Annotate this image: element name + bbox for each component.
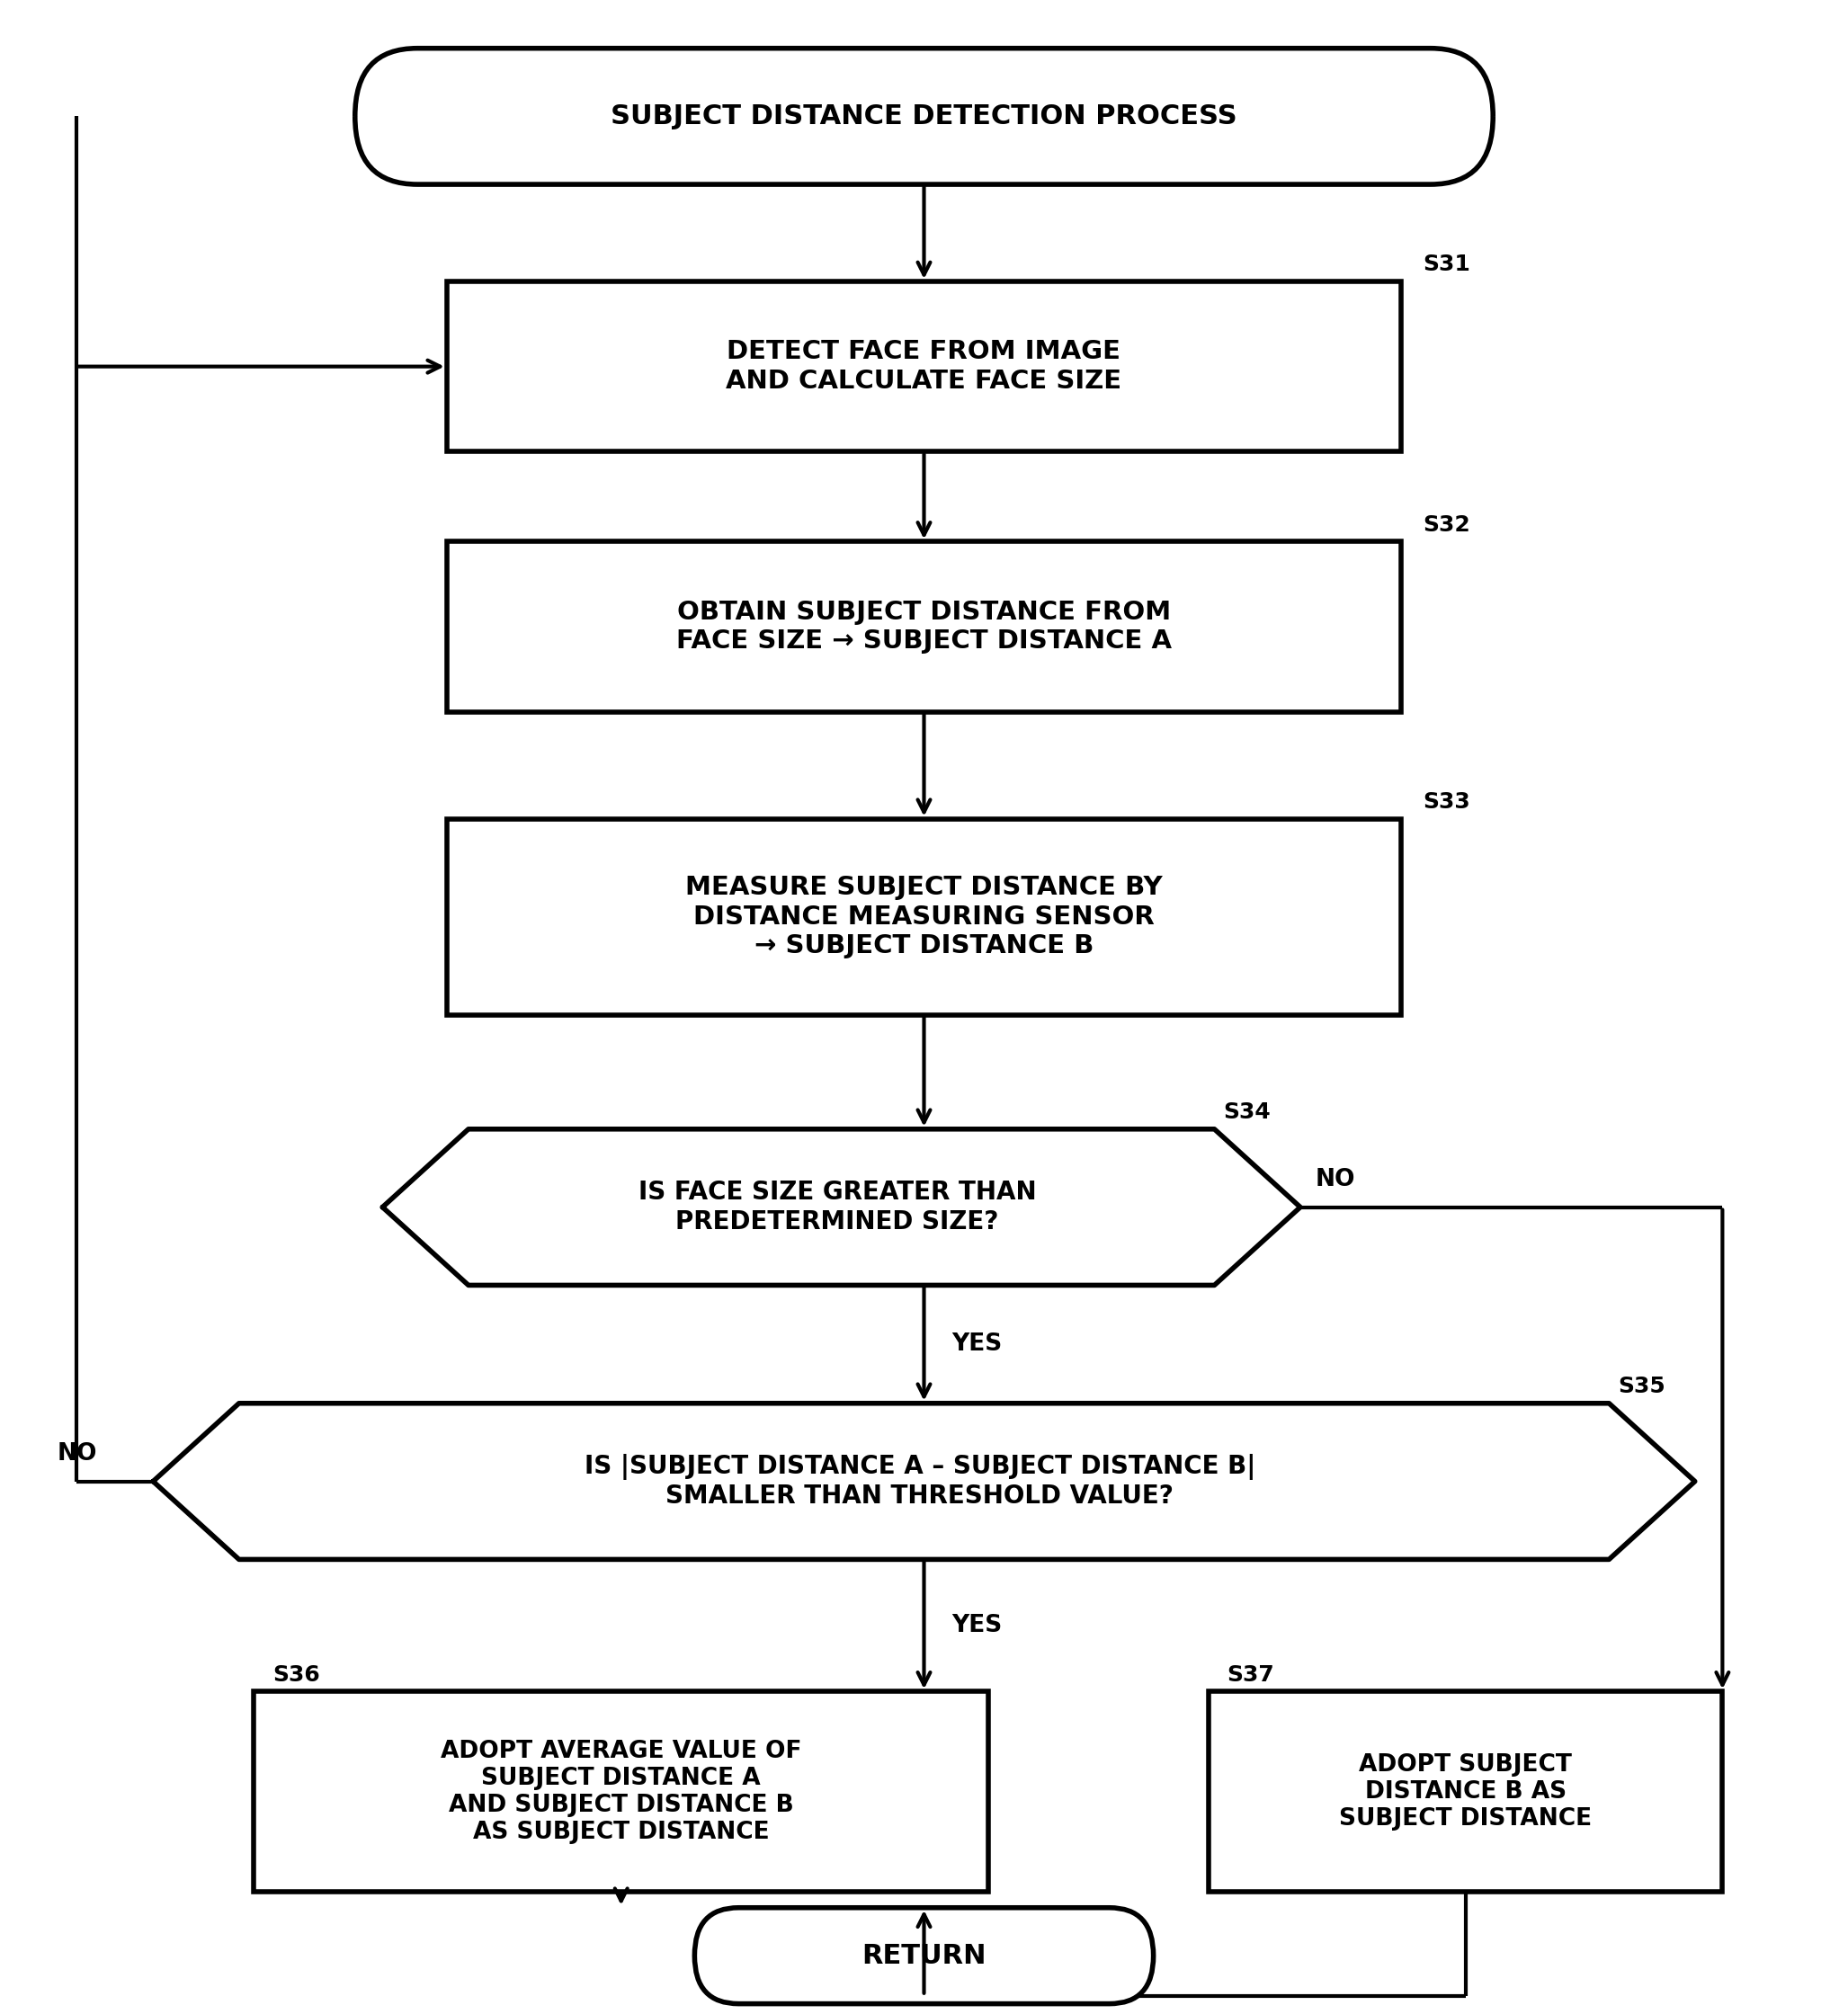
Bar xyxy=(253,1692,989,1891)
Text: ADOPT SUBJECT
DISTANCE B AS
SUBJECT DISTANCE: ADOPT SUBJECT DISTANCE B AS SUBJECT DIST… xyxy=(1340,1752,1591,1831)
Text: NO: NO xyxy=(1316,1168,1355,1190)
Text: NO: NO xyxy=(57,1442,98,1466)
FancyBboxPatch shape xyxy=(355,48,1493,185)
Text: MEASURE SUBJECT DISTANCE BY
DISTANCE MEASURING SENSOR
→ SUBJECT DISTANCE B: MEASURE SUBJECT DISTANCE BY DISTANCE MEA… xyxy=(686,876,1162,959)
Bar xyxy=(447,820,1401,1015)
Polygon shape xyxy=(383,1130,1301,1285)
Text: YES: YES xyxy=(952,1613,1002,1637)
Text: S37: S37 xyxy=(1227,1664,1275,1686)
Bar xyxy=(447,542,1401,711)
Text: S34: S34 xyxy=(1223,1102,1271,1124)
Text: IS FACE SIZE GREATER THAN
PREDETERMINED SIZE?: IS FACE SIZE GREATER THAN PREDETERMINED … xyxy=(638,1180,1037,1235)
Text: SUBJECT DISTANCE DETECTION PROCESS: SUBJECT DISTANCE DETECTION PROCESS xyxy=(612,103,1236,129)
Polygon shape xyxy=(153,1404,1695,1559)
Text: IS |SUBJECT DISTANCE A – SUBJECT DISTANCE B|
SMALLER THAN THRESHOLD VALUE?: IS |SUBJECT DISTANCE A – SUBJECT DISTANC… xyxy=(584,1454,1255,1508)
Text: S31: S31 xyxy=(1423,254,1471,276)
Text: S33: S33 xyxy=(1423,792,1471,814)
Bar xyxy=(447,282,1401,451)
Text: S36: S36 xyxy=(272,1664,320,1686)
Text: YES: YES xyxy=(952,1333,1002,1355)
Text: S32: S32 xyxy=(1423,514,1471,536)
Text: DETECT FACE FROM IMAGE
AND CALCULATE FACE SIZE: DETECT FACE FROM IMAGE AND CALCULATE FAC… xyxy=(726,340,1122,393)
Text: OBTAIN SUBJECT DISTANCE FROM
FACE SIZE → SUBJECT DISTANCE A: OBTAIN SUBJECT DISTANCE FROM FACE SIZE →… xyxy=(676,600,1172,655)
FancyBboxPatch shape xyxy=(695,1907,1153,2004)
Bar xyxy=(1209,1692,1722,1891)
Text: RETURN: RETURN xyxy=(861,1944,987,1970)
Text: ADOPT AVERAGE VALUE OF
SUBJECT DISTANCE A
AND SUBJECT DISTANCE B
AS SUBJECT DIST: ADOPT AVERAGE VALUE OF SUBJECT DISTANCE … xyxy=(440,1740,802,1843)
Text: S35: S35 xyxy=(1619,1376,1665,1398)
